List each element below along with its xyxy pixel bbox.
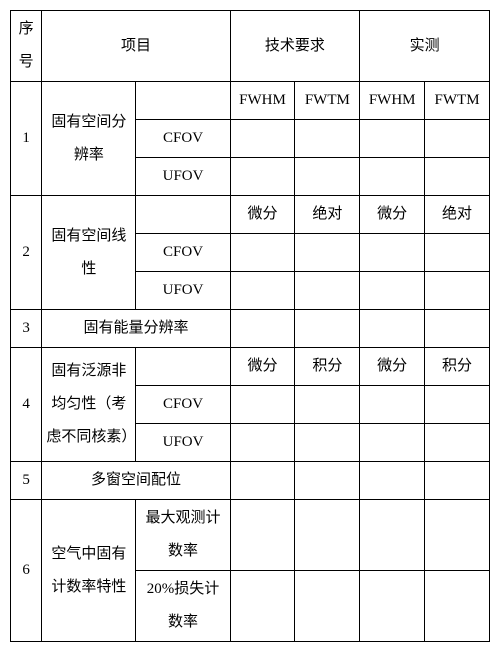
cell <box>360 158 425 196</box>
cell <box>295 272 360 310</box>
subhead-meas-a: FWHM <box>360 82 425 120</box>
cell <box>360 234 425 272</box>
cell <box>230 310 295 348</box>
cell <box>295 120 360 158</box>
subhead: 微分 <box>360 196 425 234</box>
cell <box>360 386 425 424</box>
sub-cfov: CFOV <box>136 386 230 424</box>
sub-lossrate: 20%损失计数率 <box>136 571 230 642</box>
cell <box>295 386 360 424</box>
subhead: 积分 <box>295 348 360 386</box>
cell <box>425 462 490 500</box>
table-row: 3 固有能量分辨率 <box>11 310 490 348</box>
cell <box>295 158 360 196</box>
subhead: 微分 <box>360 348 425 386</box>
seq-1: 1 <box>11 82 42 196</box>
item-1: 固有空间分辨率 <box>42 82 136 196</box>
cell <box>425 424 490 462</box>
item-2: 固有空间线性 <box>42 196 136 310</box>
cell <box>230 462 295 500</box>
cell <box>230 158 295 196</box>
cell <box>425 120 490 158</box>
cell <box>230 234 295 272</box>
subhead: 绝对 <box>295 196 360 234</box>
sub-ufov: UFOV <box>136 272 230 310</box>
item-6: 空气中固有计数率特性 <box>42 500 136 642</box>
cell <box>360 571 425 642</box>
cell <box>295 310 360 348</box>
seq-4: 4 <box>11 348 42 462</box>
cell <box>230 571 295 642</box>
cell <box>360 462 425 500</box>
cell <box>136 348 230 386</box>
header-measured: 实测 <box>360 11 490 82</box>
table-row: 4 固有泛源非均匀性（考虑不同核素） 微分 积分 微分 积分 <box>11 348 490 386</box>
cell <box>360 120 425 158</box>
subhead: 绝对 <box>425 196 490 234</box>
subhead-tech-a: FWHM <box>230 82 295 120</box>
cell <box>425 386 490 424</box>
subhead: 积分 <box>425 348 490 386</box>
cell <box>425 234 490 272</box>
cell <box>230 120 295 158</box>
sub-ufov: UFOV <box>136 424 230 462</box>
header-tech: 技术要求 <box>230 11 360 82</box>
seq-5: 5 <box>11 462 42 500</box>
sub-cfov: CFOV <box>136 120 230 158</box>
cell <box>136 196 230 234</box>
subhead-tech-b: FWTM <box>295 82 360 120</box>
seq-6: 6 <box>11 500 42 642</box>
table-row: 5 多窗空间配位 <box>11 462 490 500</box>
cell <box>425 158 490 196</box>
cell <box>295 571 360 642</box>
table-row: 6 空气中固有计数率特性 最大观测计数率 <box>11 500 490 571</box>
cell <box>425 500 490 571</box>
cell <box>425 310 490 348</box>
cell <box>360 310 425 348</box>
cell <box>136 82 230 120</box>
subhead: 微分 <box>230 196 295 234</box>
cell <box>230 424 295 462</box>
cell <box>360 500 425 571</box>
cell <box>425 571 490 642</box>
item-5: 多窗空间配位 <box>42 462 230 500</box>
header-item: 项目 <box>42 11 230 82</box>
cell <box>295 424 360 462</box>
item-3: 固有能量分辨率 <box>42 310 230 348</box>
subhead-meas-b: FWTM <box>425 82 490 120</box>
cell <box>295 462 360 500</box>
sub-cfov: CFOV <box>136 234 230 272</box>
item-4: 固有泛源非均匀性（考虑不同核素） <box>42 348 136 462</box>
spec-table: 序号 项目 技术要求 实测 1 固有空间分辨率 FWHM FWTM FWHM F… <box>10 10 490 642</box>
seq-2: 2 <box>11 196 42 310</box>
header-seq: 序号 <box>11 11 42 82</box>
table-row: 1 固有空间分辨率 FWHM FWTM FWHM FWTM <box>11 82 490 120</box>
cell <box>360 424 425 462</box>
sub-maxrate: 最大观测计数率 <box>136 500 230 571</box>
subhead: 微分 <box>230 348 295 386</box>
cell <box>295 500 360 571</box>
cell <box>230 272 295 310</box>
cell <box>425 272 490 310</box>
table-row: 2 固有空间线性 微分 绝对 微分 绝对 <box>11 196 490 234</box>
seq-3: 3 <box>11 310 42 348</box>
cell <box>295 234 360 272</box>
cell <box>360 272 425 310</box>
cell <box>230 386 295 424</box>
table-header-row: 序号 项目 技术要求 实测 <box>11 11 490 82</box>
cell <box>230 500 295 571</box>
sub-ufov: UFOV <box>136 158 230 196</box>
